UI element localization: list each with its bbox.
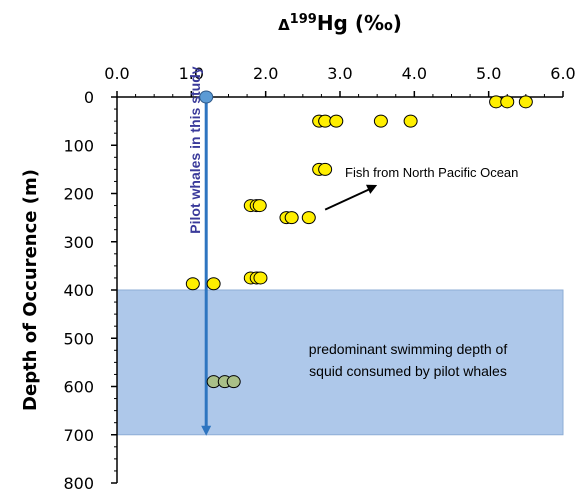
squid-data-point bbox=[226, 375, 241, 389]
fish-data-point bbox=[518, 95, 533, 109]
y-tick-label: 400 bbox=[63, 281, 94, 300]
fish-data-point bbox=[318, 162, 333, 176]
x-tick-label: 0.0 bbox=[104, 64, 129, 83]
y-tick-label: 700 bbox=[63, 426, 94, 445]
shaded-region-label-line-2: squid consumed by pilot whales bbox=[309, 363, 507, 379]
y-axis: 0 100 200 300 400 500 600 700 800 bbox=[63, 88, 118, 490]
x-tick-label: 6.0 bbox=[550, 64, 575, 83]
fish-data-point bbox=[252, 199, 267, 213]
x-tick-label: 2.0 bbox=[253, 64, 278, 83]
x-tick-label: 3.0 bbox=[327, 64, 352, 83]
y-tick-label: 500 bbox=[63, 329, 94, 348]
pilot-whale-data-point bbox=[199, 90, 214, 104]
fish-annotation-arrow-line bbox=[324, 187, 373, 211]
x-tick-label: 1.0 bbox=[179, 64, 204, 83]
data-points bbox=[185, 90, 533, 389]
fish-data-point bbox=[185, 277, 200, 291]
fish-data-point bbox=[301, 211, 316, 225]
y-axis-title: Depth of Occurence (m) bbox=[20, 169, 41, 411]
x-tick-label: 5.0 bbox=[476, 64, 501, 83]
fish-data-point bbox=[253, 271, 268, 285]
y-tick-label: 600 bbox=[63, 378, 94, 397]
fish-data-point bbox=[403, 114, 418, 128]
pilot-whale-arrow-group: Pilot whales in this study bbox=[187, 66, 212, 436]
fish-data-point bbox=[329, 114, 344, 128]
y-tick-label: 200 bbox=[63, 185, 94, 204]
x-axis-title: Δ199Hg (‰) bbox=[278, 11, 402, 35]
pilot-whale-arrow-label: Pilot whales in this study bbox=[187, 66, 203, 233]
x-axis-title-superscript: 199 bbox=[290, 12, 317, 27]
fish-annotation-arrow bbox=[324, 184, 378, 211]
fish-data-point bbox=[206, 277, 221, 291]
pilot-whale-arrow-head bbox=[201, 425, 212, 436]
shaded-region-label-line-1: predominant swimming depth of bbox=[309, 341, 508, 357]
y-tick-label: 100 bbox=[63, 136, 94, 155]
x-axis-title-prefix: Δ bbox=[278, 16, 290, 34]
fish-data-point bbox=[373, 114, 388, 128]
x-axis: 0.0 1.0 2.0 3.0 4.0 5.0 6.0 bbox=[104, 64, 576, 98]
x-axis-title-main: Hg bbox=[317, 11, 348, 35]
y-tick-label: 300 bbox=[63, 233, 94, 252]
shaded-depth-region bbox=[116, 289, 564, 436]
fish-annotation-label: Fish from North Pacific Ocean bbox=[345, 165, 518, 180]
x-axis-title-space bbox=[348, 11, 355, 35]
x-axis-title-unit: (‰) bbox=[355, 11, 402, 35]
fish-annotation-arrow-head bbox=[365, 184, 378, 194]
y-tick-label: 0 bbox=[84, 88, 94, 107]
x-tick-label: 4.0 bbox=[402, 64, 427, 83]
fish-data-point bbox=[284, 211, 299, 225]
y-tick-label: 800 bbox=[63, 474, 94, 490]
fish-data-point bbox=[500, 95, 515, 109]
